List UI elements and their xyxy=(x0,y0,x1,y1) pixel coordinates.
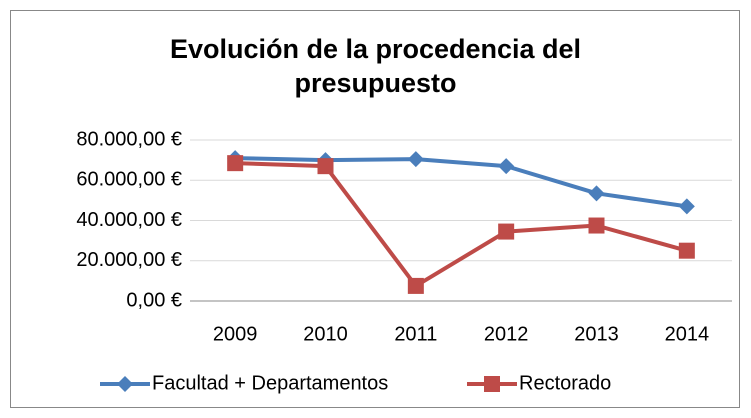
marker xyxy=(678,242,695,259)
legend-label: Facultad + Departamentos xyxy=(152,372,388,394)
x-tick-label: 2012 xyxy=(484,323,529,345)
x-tick-label: 2013 xyxy=(574,323,619,345)
x-tick-label: 2010 xyxy=(303,323,348,345)
marker xyxy=(588,217,605,234)
y-tick-label: 20.000,00 € xyxy=(76,249,182,271)
marker xyxy=(117,376,133,392)
marker xyxy=(678,198,695,215)
legend-label: Rectorado xyxy=(519,372,611,394)
marker xyxy=(227,155,244,172)
marker xyxy=(484,376,500,392)
y-tick-label: 40.000,00 € xyxy=(76,209,182,231)
series-line xyxy=(235,156,688,209)
marker xyxy=(407,151,424,168)
series-line xyxy=(235,161,688,288)
chart-border xyxy=(10,10,740,408)
marker xyxy=(498,158,515,175)
chart-title: Evolución de la procedencia del presupue… xyxy=(169,34,582,98)
marker xyxy=(498,223,515,240)
y-tick-label: 60.000,00 € xyxy=(76,169,182,191)
marker xyxy=(317,158,334,175)
y-tick-label: 0,00 € xyxy=(126,289,182,311)
x-tick-label: 2011 xyxy=(394,323,437,345)
marker xyxy=(588,185,605,202)
y-tick-label: 80.000,00 € xyxy=(76,128,182,150)
marker xyxy=(407,277,424,294)
x-tick-label: 2009 xyxy=(213,323,258,345)
x-tick-label: 2014 xyxy=(665,323,710,345)
